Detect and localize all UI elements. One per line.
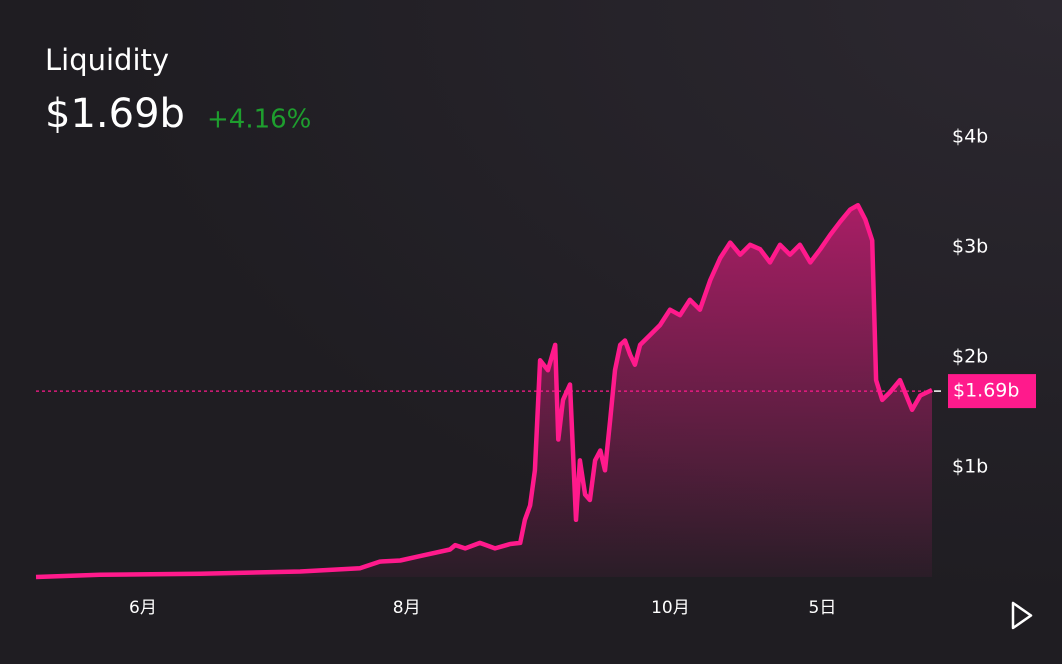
current-value-badge (948, 374, 1036, 409)
x-tick-label: 6月 (129, 598, 157, 618)
x-tick-label: 5日 (809, 598, 837, 618)
y-tick-label: $3b (952, 236, 988, 258)
play-button[interactable] (1011, 601, 1033, 630)
current-value-label: $1.69b (953, 380, 1019, 402)
chart-title: Liquidity (45, 43, 169, 77)
x-tick-label: 10月 (651, 598, 690, 618)
area (36, 205, 932, 577)
x-tick-label: 8月 (393, 598, 421, 618)
headline-value: $1.69b (45, 91, 185, 137)
y-tick-label: $1b (952, 456, 988, 478)
change: +4.16% (207, 105, 311, 135)
y-tick-label: $4b (952, 126, 988, 148)
y-tick-label: $2b (952, 346, 988, 368)
line (35, 202, 933, 580)
